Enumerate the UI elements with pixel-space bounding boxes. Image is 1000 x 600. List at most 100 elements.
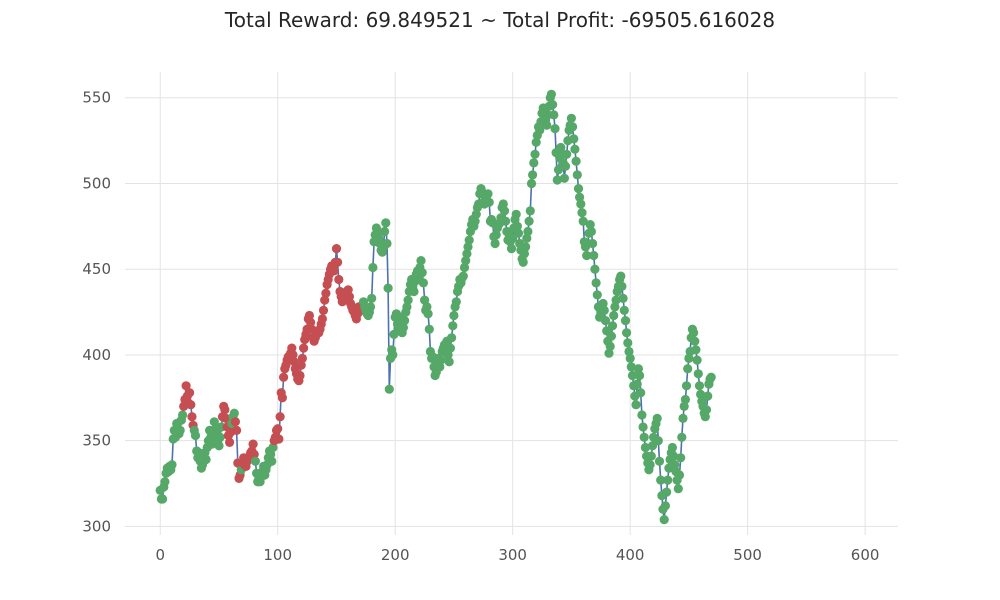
long-marker bbox=[673, 484, 683, 494]
short-marker bbox=[185, 388, 195, 398]
long-marker bbox=[659, 515, 669, 525]
long-marker bbox=[683, 364, 693, 374]
long-marker bbox=[526, 178, 537, 189]
long-marker bbox=[623, 338, 633, 348]
long-marker bbox=[424, 324, 434, 334]
long-marker bbox=[609, 310, 619, 321]
short-marker bbox=[277, 393, 287, 403]
short-marker bbox=[343, 285, 353, 295]
short-marker bbox=[331, 244, 342, 254]
x-tick-label: 500 bbox=[733, 546, 762, 564]
long-marker bbox=[656, 475, 666, 485]
long-marker bbox=[560, 161, 571, 171]
short-marker bbox=[181, 381, 191, 391]
long-marker bbox=[178, 410, 188, 420]
long-marker bbox=[449, 310, 459, 321]
long-marker bbox=[529, 158, 539, 168]
short-marker bbox=[274, 434, 284, 444]
long-marker bbox=[566, 113, 577, 123]
long-marker bbox=[585, 220, 595, 230]
long-marker bbox=[674, 470, 685, 480]
long-marker bbox=[670, 460, 680, 470]
long-marker bbox=[403, 295, 413, 305]
long-marker bbox=[592, 290, 602, 300]
long-marker bbox=[638, 422, 648, 432]
y-tick-label: 500 bbox=[82, 174, 111, 192]
short-marker bbox=[288, 350, 298, 360]
long-marker bbox=[542, 120, 552, 130]
y-tick-label: 550 bbox=[82, 89, 111, 107]
long-marker bbox=[571, 156, 581, 166]
y-axis-ticks: 300 350 400 450 500 550 bbox=[82, 89, 111, 536]
long-marker bbox=[462, 249, 472, 259]
long-marker bbox=[607, 321, 618, 331]
long-marker bbox=[381, 218, 391, 228]
long-marker bbox=[382, 238, 392, 249]
long-marker bbox=[680, 394, 691, 405]
long-marker bbox=[548, 100, 558, 110]
long-marker bbox=[522, 233, 532, 243]
long-marker bbox=[458, 271, 468, 281]
long-marker bbox=[625, 353, 635, 363]
long-marker bbox=[588, 238, 598, 249]
long-marker bbox=[368, 262, 378, 273]
long-marker bbox=[689, 328, 699, 338]
long-marker bbox=[552, 175, 562, 185]
long-marker bbox=[398, 322, 408, 333]
long-marker bbox=[418, 278, 428, 288]
long-marker bbox=[684, 353, 694, 363]
long-marker bbox=[570, 144, 580, 154]
long-marker bbox=[521, 242, 531, 252]
chart-title: Total Reward: 69.849521 ~ Total Profit: … bbox=[224, 8, 776, 32]
long-marker bbox=[693, 369, 703, 379]
long-marker bbox=[646, 451, 656, 461]
long-marker bbox=[606, 331, 617, 341]
long-marker bbox=[549, 110, 559, 120]
long-marker bbox=[691, 345, 701, 355]
long-marker bbox=[632, 379, 642, 389]
long-marker bbox=[553, 165, 564, 175]
long-marker bbox=[523, 226, 533, 237]
short-marker bbox=[275, 412, 285, 422]
long-marker bbox=[471, 209, 481, 219]
long-marker bbox=[633, 364, 644, 374]
long-marker bbox=[582, 250, 592, 261]
long-marker bbox=[626, 362, 636, 372]
short-marker bbox=[318, 305, 329, 315]
long-marker bbox=[459, 262, 470, 273]
long-marker bbox=[701, 405, 712, 415]
long-marker bbox=[577, 208, 587, 218]
x-tick-label: 300 bbox=[498, 546, 527, 564]
long-marker bbox=[692, 355, 702, 365]
long-marker bbox=[600, 316, 611, 326]
x-tick-label: 100 bbox=[263, 546, 292, 564]
long-marker bbox=[535, 125, 545, 135]
short-marker bbox=[249, 449, 259, 459]
long-marker bbox=[568, 122, 578, 132]
long-marker bbox=[562, 149, 572, 159]
short-marker bbox=[220, 405, 230, 415]
long-marker bbox=[268, 442, 278, 453]
long-marker bbox=[669, 451, 679, 461]
long-marker bbox=[610, 302, 620, 312]
long-marker bbox=[530, 149, 540, 159]
long-marker bbox=[677, 432, 687, 442]
x-axis-ticks: 0 100 200 300 400 500 600 bbox=[155, 546, 879, 564]
long-marker bbox=[160, 477, 170, 487]
long-marker bbox=[158, 494, 168, 504]
long-marker bbox=[622, 328, 632, 338]
long-marker bbox=[531, 137, 541, 147]
long-marker bbox=[660, 501, 671, 511]
short-marker bbox=[187, 412, 197, 422]
long-marker bbox=[402, 302, 412, 312]
long-marker bbox=[175, 425, 185, 435]
long-marker bbox=[229, 408, 239, 418]
long-marker bbox=[631, 400, 641, 410]
long-marker bbox=[690, 336, 700, 346]
long-marker bbox=[384, 384, 394, 394]
long-marker bbox=[590, 264, 600, 274]
long-marker bbox=[383, 283, 393, 293]
markers-layer bbox=[155, 89, 716, 525]
long-marker bbox=[611, 295, 621, 305]
long-marker bbox=[599, 305, 609, 315]
